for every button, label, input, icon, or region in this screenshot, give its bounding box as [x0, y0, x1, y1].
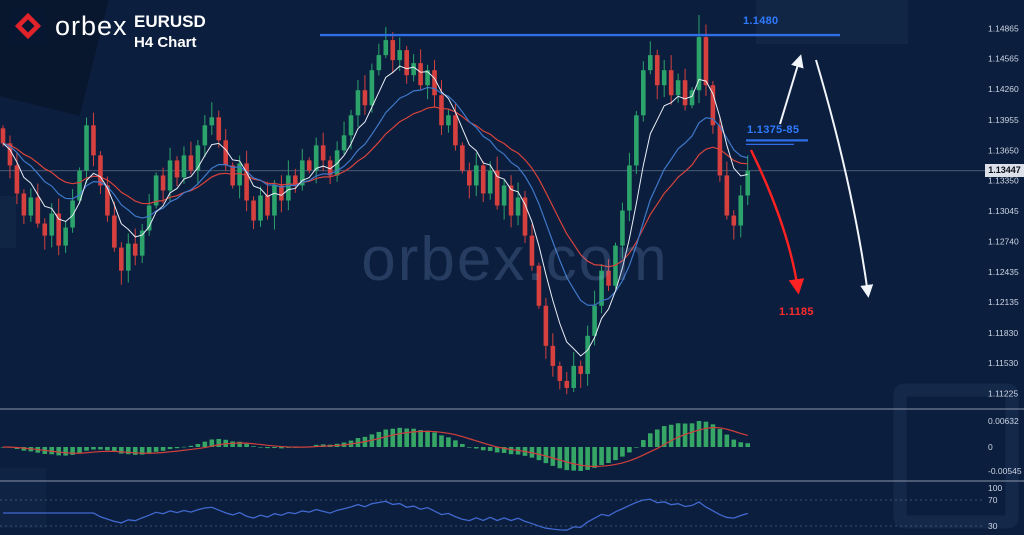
price-tick: 1.11225 [988, 389, 1018, 399]
rsi-tick: 70 [988, 495, 998, 505]
white-arrow-down [815, 59, 874, 298]
chart-title: EURUSD H4 Chart [134, 11, 206, 53]
price-tick: 1.13650 [988, 145, 1019, 155]
logo-tile [10, 8, 46, 44]
ma-slow-line [2, 106, 748, 268]
symbol-label: EURUSD [134, 12, 206, 31]
price-tick: 1.13350 [988, 175, 1019, 185]
orbex-logo-icon [14, 12, 42, 40]
ma-mid-line [2, 86, 748, 306]
price-tick: 1.12740 [988, 237, 1019, 247]
price-tick: 1.11530 [988, 358, 1018, 368]
price-tick: 1.13045 [988, 206, 1019, 216]
price-axis[interactable]: 1.14865 1.14565 1.14260 1.13955 1.13650 1.133… [988, 24, 1022, 531]
target-label: 1.1185 [779, 306, 814, 318]
current-price-badge: 1.13447 [985, 164, 1024, 177]
moving-averages [2, 65, 748, 357]
macd-tick: 0 [988, 442, 993, 452]
macd-histogram [0, 421, 751, 471]
macd-tick: 0.00632 [988, 416, 1019, 426]
white-arrow-up [779, 54, 804, 125]
rsi-line [3, 498, 748, 531]
price-tick: 1.14865 [988, 24, 1019, 34]
rsi-tick: 30 [988, 521, 998, 531]
support-zone-label: 1.1375-85 [747, 124, 800, 136]
price-tick: 1.14260 [988, 84, 1019, 94]
timeframe-label: H4 Chart [134, 34, 197, 52]
price-tick: 1.12435 [988, 267, 1019, 277]
price-tick: 1.13955 [988, 115, 1019, 125]
orbex-logo-text: orbex [55, 11, 128, 41]
resistance-label: 1.1480 [743, 15, 779, 27]
orbex-logo: orbex [10, 8, 128, 44]
rsi-tick: 100 [988, 483, 1002, 493]
price-tick: 1.11830 [988, 328, 1018, 338]
macd-tick: -0.00545 [988, 466, 1022, 476]
price-tick: 1.14565 [988, 54, 1019, 64]
macd-signal-line [2, 426, 748, 468]
price-tick: 1.12135 [988, 297, 1019, 307]
annotations [320, 33, 874, 298]
red-arrow-down [749, 149, 805, 295]
ma-fast-line [2, 65, 748, 357]
